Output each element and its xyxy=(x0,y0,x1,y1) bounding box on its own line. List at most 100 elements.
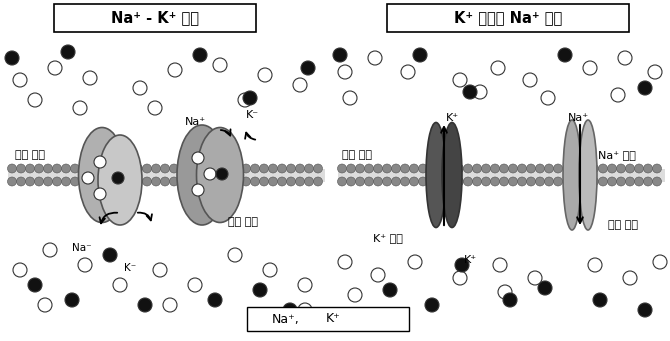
Circle shape xyxy=(28,93,42,107)
Circle shape xyxy=(161,177,170,186)
Circle shape xyxy=(88,164,98,173)
Circle shape xyxy=(192,184,204,196)
Circle shape xyxy=(454,164,464,173)
Circle shape xyxy=(269,177,277,186)
Circle shape xyxy=(648,65,662,79)
Circle shape xyxy=(163,298,177,312)
Circle shape xyxy=(253,312,267,326)
Text: 세포 내부: 세포 내부 xyxy=(608,220,638,230)
Circle shape xyxy=(538,281,552,295)
Ellipse shape xyxy=(563,120,581,230)
Circle shape xyxy=(178,164,188,173)
Circle shape xyxy=(356,177,364,186)
Circle shape xyxy=(455,258,469,272)
Circle shape xyxy=(338,164,346,173)
Ellipse shape xyxy=(177,125,227,225)
Circle shape xyxy=(371,268,385,282)
Circle shape xyxy=(616,164,626,173)
Circle shape xyxy=(113,278,127,292)
Circle shape xyxy=(545,164,553,173)
Text: Na⁻: Na⁻ xyxy=(72,243,92,253)
Circle shape xyxy=(259,177,269,186)
Circle shape xyxy=(517,177,527,186)
Circle shape xyxy=(401,177,409,186)
Circle shape xyxy=(161,164,170,173)
Circle shape xyxy=(517,164,527,173)
FancyBboxPatch shape xyxy=(247,307,409,331)
Text: K⁺: K⁺ xyxy=(446,113,458,123)
Circle shape xyxy=(304,164,314,173)
Circle shape xyxy=(214,177,224,186)
Circle shape xyxy=(5,51,19,65)
Circle shape xyxy=(401,164,409,173)
Circle shape xyxy=(527,164,535,173)
Circle shape xyxy=(623,271,637,285)
Circle shape xyxy=(125,177,133,186)
Circle shape xyxy=(258,68,272,82)
Circle shape xyxy=(446,177,454,186)
Circle shape xyxy=(590,164,598,173)
Circle shape xyxy=(454,177,464,186)
Circle shape xyxy=(94,156,106,168)
Circle shape xyxy=(7,177,17,186)
Circle shape xyxy=(241,164,251,173)
Text: 세포 외부: 세포 외부 xyxy=(342,150,372,160)
Circle shape xyxy=(80,164,88,173)
Circle shape xyxy=(583,61,597,75)
Circle shape xyxy=(373,164,383,173)
Circle shape xyxy=(638,303,652,317)
Circle shape xyxy=(611,88,625,102)
Circle shape xyxy=(608,164,616,173)
Circle shape xyxy=(216,168,228,180)
Circle shape xyxy=(151,177,161,186)
Circle shape xyxy=(373,177,383,186)
Circle shape xyxy=(491,61,505,75)
Circle shape xyxy=(138,298,152,312)
Circle shape xyxy=(188,278,202,292)
Circle shape xyxy=(527,177,535,186)
Circle shape xyxy=(409,177,419,186)
Circle shape xyxy=(588,258,602,272)
Circle shape xyxy=(626,177,634,186)
Circle shape xyxy=(463,85,477,99)
Circle shape xyxy=(490,164,500,173)
Circle shape xyxy=(419,177,427,186)
Circle shape xyxy=(52,177,62,186)
Circle shape xyxy=(643,177,653,186)
Ellipse shape xyxy=(98,135,142,225)
Circle shape xyxy=(293,78,307,92)
Text: Na⁺ - K⁺ 펙프: Na⁺ - K⁺ 펙프 xyxy=(111,11,199,26)
Circle shape xyxy=(301,61,315,75)
Circle shape xyxy=(25,164,34,173)
Circle shape xyxy=(263,263,277,277)
Circle shape xyxy=(563,164,572,173)
Circle shape xyxy=(563,177,572,186)
Circle shape xyxy=(391,164,401,173)
Circle shape xyxy=(558,48,572,62)
Circle shape xyxy=(83,71,97,85)
Circle shape xyxy=(70,177,80,186)
Circle shape xyxy=(43,243,57,257)
Circle shape xyxy=(107,164,115,173)
Circle shape xyxy=(446,164,454,173)
Circle shape xyxy=(598,177,608,186)
Circle shape xyxy=(238,93,252,107)
Text: Na⁺ 통로: Na⁺ 통로 xyxy=(598,150,636,160)
Circle shape xyxy=(17,164,25,173)
Circle shape xyxy=(383,164,391,173)
Ellipse shape xyxy=(196,128,243,222)
Circle shape xyxy=(333,48,347,62)
Circle shape xyxy=(368,51,382,65)
Circle shape xyxy=(204,168,216,180)
Text: Na⁺,: Na⁺, xyxy=(272,312,299,326)
Circle shape xyxy=(541,91,555,105)
Circle shape xyxy=(618,51,632,65)
Circle shape xyxy=(224,164,232,173)
Circle shape xyxy=(413,48,427,62)
Circle shape xyxy=(436,177,446,186)
Text: K⁻: K⁻ xyxy=(124,263,136,273)
Ellipse shape xyxy=(442,122,462,227)
Circle shape xyxy=(44,177,52,186)
Circle shape xyxy=(73,101,87,115)
Circle shape xyxy=(78,258,92,272)
